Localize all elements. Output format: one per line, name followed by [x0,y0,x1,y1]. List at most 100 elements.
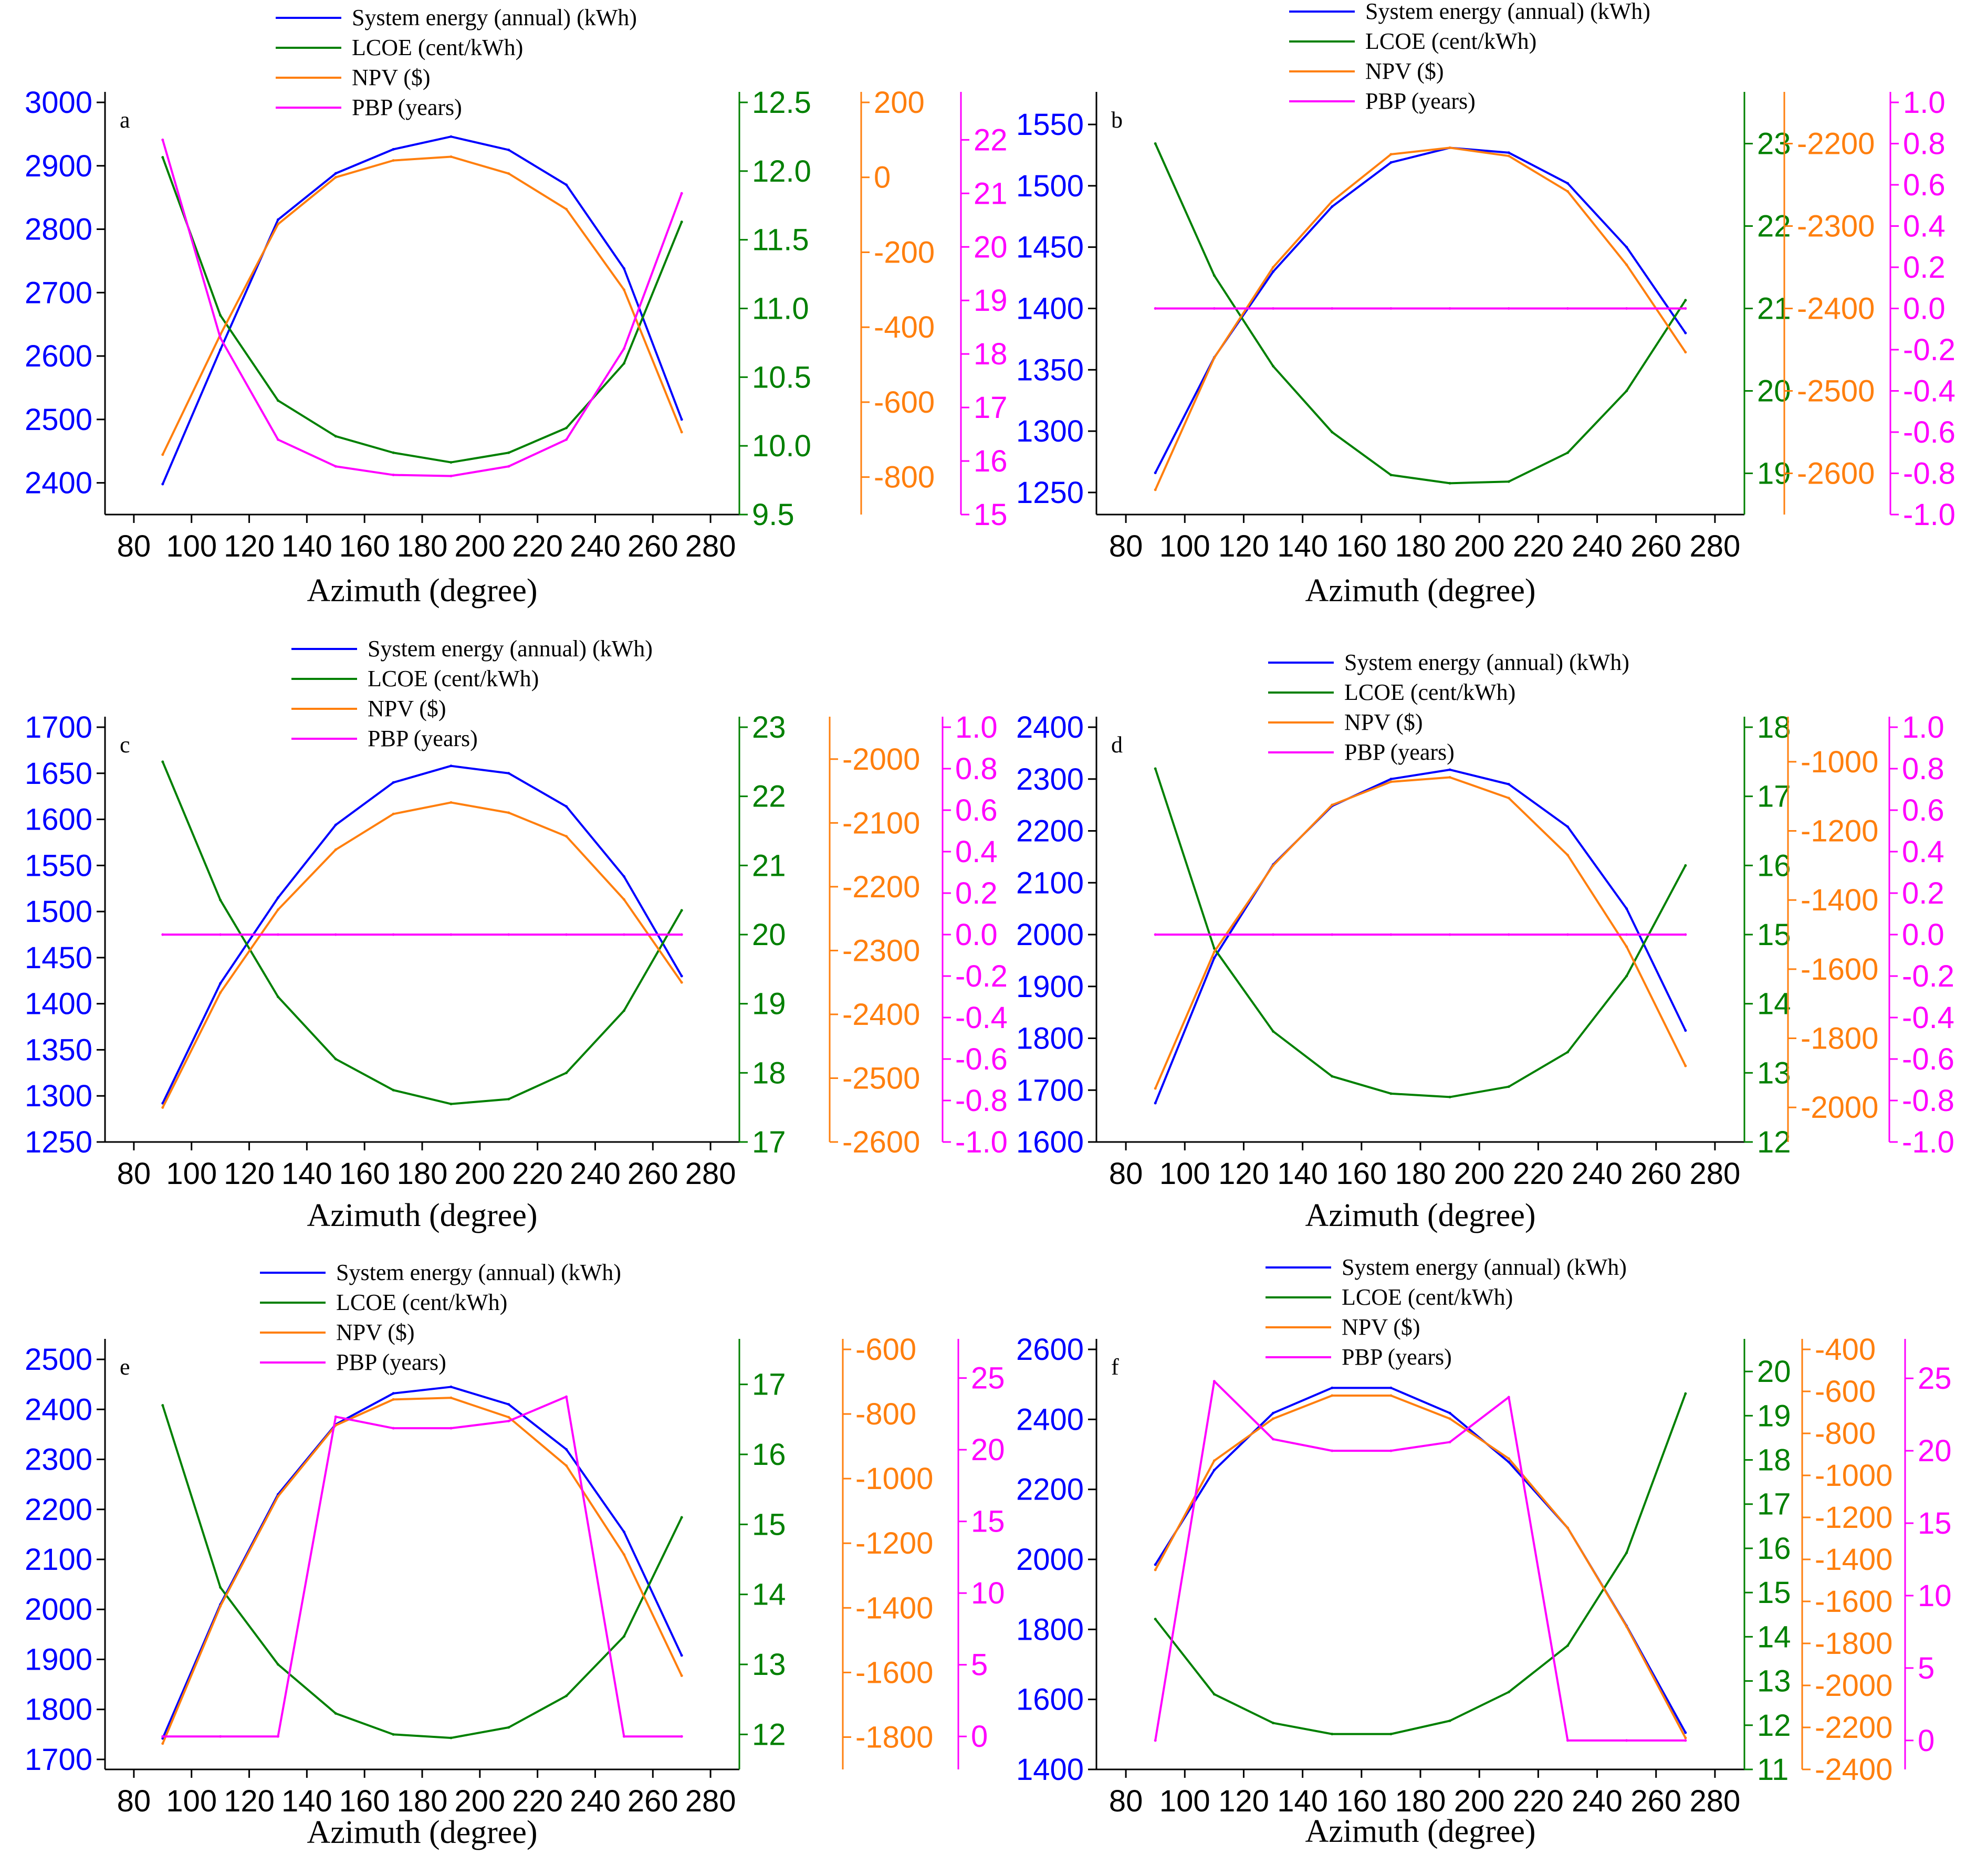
x-tick-label: 80 [1109,1157,1143,1191]
lcoe-tick-label: 11.5 [752,223,809,257]
lcoe-data-point [1566,451,1569,454]
lcoe-data-point [1389,1733,1393,1736]
lcoe-data-point [334,1057,337,1061]
pbp-data-point [1331,1449,1334,1452]
x-tick-label: 120 [224,529,275,563]
pbp-tick-label: 25 [971,1361,1005,1396]
npv-data-point [334,176,337,179]
lcoe-data-point [507,451,510,454]
npv-data-point [1389,1394,1393,1397]
npv-data-point [392,159,395,162]
lcoe-data-point [1212,1693,1216,1696]
pbp-data-point [1684,1739,1687,1742]
x-tick-label: 180 [1395,1784,1446,1818]
npv-data-point [1684,1064,1687,1067]
pbp-tick-label: 15 [971,1505,1005,1539]
energy-tick-label: 1700 [25,710,92,745]
energy-tick-label: 2100 [25,1543,92,1577]
energy-tick-label: 2300 [25,1443,92,1477]
npv-data-point [1154,1087,1157,1090]
npv-tick-label: -1200 [1801,814,1878,848]
legend-label-lcoe: LCOE (cent/kWh) [1365,28,1536,54]
energy-data-point [392,148,395,151]
energy-tick-label: 1600 [1016,1683,1084,1717]
pbp-data-point [449,1427,453,1430]
x-tick-label: 80 [117,529,151,563]
energy-tick-label: 2400 [1016,710,1084,745]
energy-data-point [449,135,453,138]
energy-tick-label: 2400 [1016,1402,1084,1437]
x-tick-label: 140 [1277,1784,1328,1818]
energy-series-line [162,764,683,1104]
npv-tick-label: -2500 [842,1061,920,1095]
x-tick-label: 240 [1572,1784,1623,1818]
lcoe-data-point [680,909,683,912]
energy-data-point [1389,778,1393,781]
lcoe-data-point [622,362,625,365]
lcoe-data-point [392,1733,395,1736]
pbp-tick-label: 25 [1918,1361,1952,1396]
panel-e: 80 100 120 140 160 180 200 220 240 260 280Azimuth … [25,1260,1005,1850]
pbp-tick-label: -1.0 [955,1125,1008,1159]
npv-tick-label: -1200 [1815,1501,1892,1535]
x-tick-label: 180 [1395,1157,1446,1191]
lcoe-data-point [161,1404,164,1407]
lcoe-tick-label: 13 [1757,1056,1791,1090]
lcoe-tick-label: 20 [752,918,786,952]
pbp-data-point [1154,307,1157,310]
energy-tick-label: 2500 [25,1343,92,1377]
npv-data-point [1507,154,1510,158]
x-tick-label: 180 [1395,529,1446,563]
legend-label-energy: System energy (annual) (kWh) [1365,0,1650,24]
x-tick-label: 120 [1218,529,1269,563]
x-tick-label: 80 [1109,529,1143,563]
npv-data-point [507,172,510,175]
pbp-data-point [1212,1380,1216,1383]
x-tick-label: 200 [1454,529,1505,563]
pbp-tick-label: -0.4 [1902,1001,1954,1035]
legend-label-energy: System energy (annual) (kWh) [368,636,653,662]
energy-tick-label: 1550 [25,848,92,883]
pbp-tick-label: 0.0 [1903,292,1946,326]
x-tick-label: 220 [1513,1157,1564,1191]
panel-f: 80 100 120 140 160 180 200 220 240 260 280Azimuth … [1016,1254,1952,1849]
energy-data-point [334,823,337,826]
npv-tick-label: -1400 [1815,1543,1892,1577]
x-tick-label: 80 [1109,1784,1143,1818]
npv-series-line [162,155,683,455]
x-axis-title: Azimuth (degree) [1305,573,1536,609]
npv-series-line [162,801,683,1108]
pbp-tick-label: 0.2 [955,876,998,910]
lcoe-tick-label: 18 [1757,1443,1791,1477]
lcoe-data-point [334,1712,337,1715]
lcoe-data-point [1331,431,1334,434]
x-tick-label: 180 [397,1784,448,1818]
pbp-data-point [219,933,222,936]
pbp-data-point [276,1735,279,1738]
npv-tick-label: -800 [1815,1417,1876,1451]
x-tick-label: 260 [628,529,678,563]
x-tick-label: 240 [1572,529,1623,563]
npv-data-point [1331,803,1334,806]
pbp-data-point [392,474,395,477]
lcoe-series-line [161,1405,683,1739]
lcoe-data-point [1507,1691,1510,1694]
legend-label-lcoe: LCOE (cent/kWh) [368,666,539,691]
lcoe-data-point [565,426,568,429]
energy-tick-label: 2300 [1016,762,1084,796]
pbp-data-point [1684,307,1687,310]
energy-data-point [1507,1461,1510,1464]
lcoe-tick-label: 23 [752,710,786,745]
energy-data-point [1272,270,1275,273]
energy-data-point [1389,161,1393,164]
energy-tick-label: 1250 [25,1125,92,1159]
pbp-data-point [449,475,453,478]
x-tick-label: 140 [1277,1157,1328,1191]
x-tick-label: 200 [454,529,505,563]
pbp-data-point [1331,307,1334,310]
energy-data-point [449,1385,453,1388]
npv-tick-label: 200 [874,86,925,120]
lcoe-data-point [449,1103,453,1106]
x-tick-label: 140 [1277,529,1328,563]
legend-label-npv: NPV ($) [1365,58,1444,84]
